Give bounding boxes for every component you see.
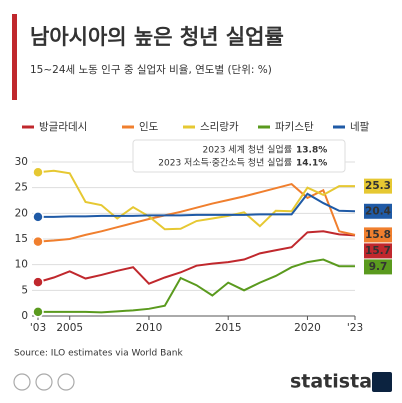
series-start-marker: [32, 166, 44, 179]
x-tick-label: 2020: [294, 322, 321, 334]
source: Source: ILO estimates via World Bank: [14, 349, 183, 359]
x-tick-label: 2010: [136, 322, 163, 334]
annotation-text: 2023 세계 청년 실업률: [203, 144, 292, 156]
y-tick-label: 30: [15, 156, 28, 168]
end-label: 20.4: [365, 205, 391, 217]
chart-title: 남아시아의 높은 청년 실업률: [30, 25, 284, 49]
annotation-bg: [132, 139, 346, 173]
series-start-marker: [32, 211, 44, 223]
y-tick-label: 5: [21, 284, 28, 296]
annotation-box: 2023 세계 청년 실업률 13.8% 2023 저소득·중간소득 청년 실업…: [132, 139, 346, 173]
legend-label: 인도: [139, 121, 159, 133]
end-label-bg: [364, 203, 392, 219]
series-line: [37, 169, 355, 231]
x-tick-label: '03: [30, 322, 46, 334]
x-tick-label: '23: [347, 322, 363, 334]
title-bar: [12, 14, 17, 100]
series-line: [38, 258, 355, 314]
end-label-bg: [364, 178, 392, 194]
annotation-value: 14.1%: [296, 159, 327, 169]
y-tick-label: 10: [15, 259, 28, 271]
y-tick-label: 0: [21, 310, 28, 322]
legend-label: 방글라데시: [39, 121, 87, 133]
end-label-bg: [364, 259, 392, 275]
legend-label: 파키스탄: [275, 121, 314, 133]
brand-logo: [372, 372, 392, 392]
chart-subtitle: 15~24세 노동 인구 중 실업자 비율, 연도별 (단위: %): [30, 63, 272, 76]
x-tick-label: 2015: [215, 322, 242, 334]
legend-label: 네팔: [350, 121, 370, 133]
series-line: [37, 182, 356, 243]
y-tick-label: 15: [15, 233, 28, 245]
y-tick-label: 20: [15, 207, 28, 219]
series-line: [38, 192, 356, 218]
end-label-bg: [364, 227, 392, 243]
end-label-bg: [364, 243, 392, 259]
x-tick-label: 2005: [56, 322, 83, 334]
annotation-value: 13.8%: [296, 146, 327, 156]
end-label: 15.8: [365, 229, 391, 241]
y-tick-label: 25: [15, 182, 28, 194]
series-start-marker: [32, 306, 44, 318]
end-label: 15.7: [365, 245, 391, 257]
series-line: [37, 230, 356, 285]
end-label: 9.7: [369, 261, 388, 273]
annotation-text: 2023 저소득·중간소득 청년 실업률: [158, 158, 292, 169]
series-start-marker: [32, 276, 44, 288]
series-start-marker: [32, 235, 44, 248]
legend-label: 스리랑카: [200, 121, 239, 133]
brand: statista: [290, 371, 372, 393]
license-icons: [13, 373, 75, 391]
end-label: 25.3: [365, 180, 391, 192]
